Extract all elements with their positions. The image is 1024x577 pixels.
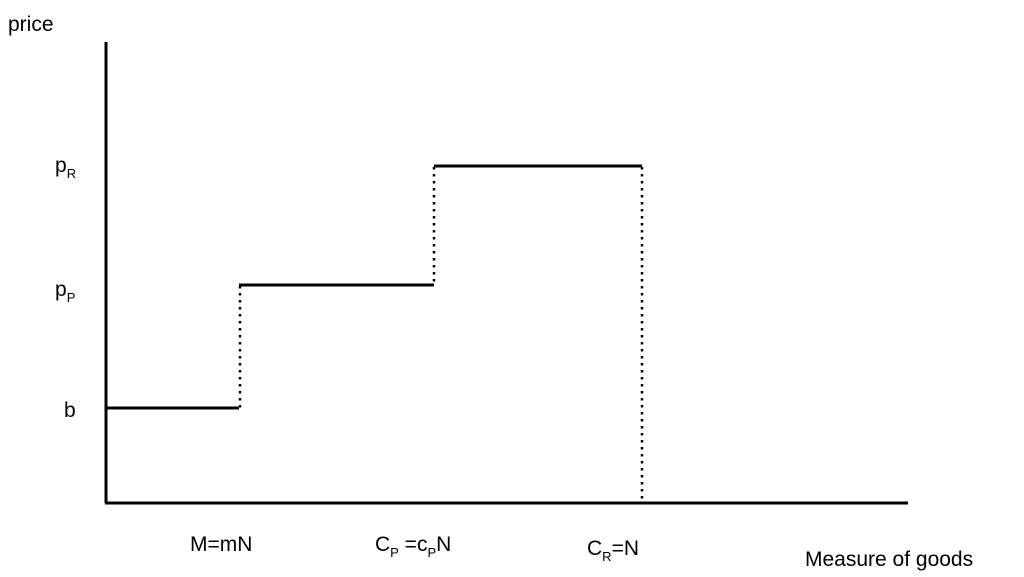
price-label-b: b	[64, 399, 76, 422]
price-label-pR: pR	[55, 154, 76, 181]
quantity-label-M: M=mN	[190, 533, 252, 556]
price-label-pP: pP	[55, 278, 75, 305]
y-axis-title: price	[8, 13, 54, 36]
x-axis-title: Measure of goods	[805, 548, 973, 571]
quantity-label-CR: CR=N	[587, 537, 639, 564]
quantity-label-CP: CP =cPN	[375, 533, 451, 560]
